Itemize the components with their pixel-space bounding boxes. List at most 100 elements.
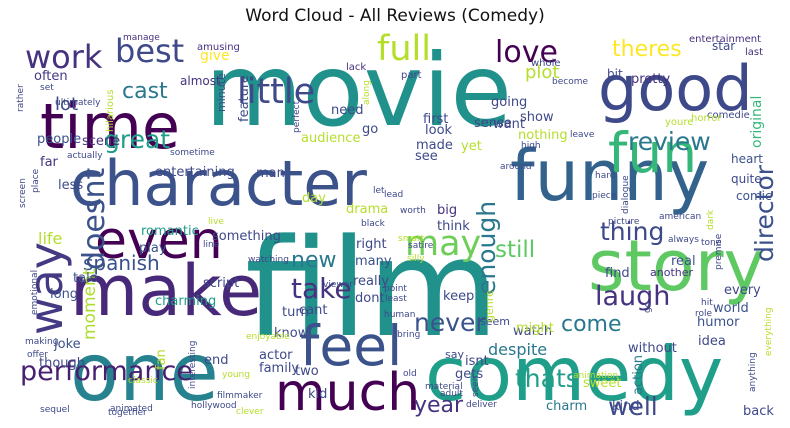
word-year: year (414, 393, 464, 418)
word-smart: smart (398, 234, 425, 244)
word-offer: offer (27, 350, 48, 360)
word-without: without (628, 341, 677, 356)
word-screen: screen (18, 178, 28, 208)
word-piece: piece (592, 191, 617, 201)
word-movie: movie (205, 32, 512, 149)
word-animated: animated (110, 404, 153, 414)
word-entertaining: entertaining (155, 165, 235, 180)
word-lack: lack (346, 62, 366, 73)
word-moment: moment (80, 268, 100, 340)
word-feel: feel (300, 314, 402, 378)
word-filmmaker: filmmaker (217, 391, 263, 401)
word-doesnt: doesnt (77, 168, 112, 270)
word-old: old (403, 369, 417, 379)
word-emotional: emotional (30, 270, 40, 315)
word-might: might (516, 321, 554, 336)
word-part: part (401, 70, 422, 81)
word-line: line (203, 240, 220, 250)
word-original: original (749, 96, 765, 148)
word-whole: whole (531, 58, 561, 69)
word-romantic: romantic (141, 224, 199, 239)
word-new: new (291, 248, 336, 273)
word-funny: funny (510, 135, 709, 217)
word-charming: charming (155, 294, 216, 309)
word-hit: hit (701, 298, 713, 308)
word-first: first (423, 112, 448, 127)
word-sequel: sequel (40, 405, 70, 415)
word-big: big (437, 203, 457, 218)
word-scene: scene (82, 134, 120, 149)
word-often: often (34, 69, 68, 84)
word-tone: tone (701, 238, 722, 248)
word-great: great (104, 125, 170, 154)
word-bring: bring (397, 330, 420, 340)
word-picture: picture (608, 217, 640, 227)
word-thats: thats (515, 364, 579, 393)
word-almost: almost (180, 74, 221, 88)
word-enough: enough (472, 201, 501, 295)
word-end: end (204, 353, 229, 368)
word-material: material (425, 382, 463, 392)
word-dont: dont (355, 291, 385, 306)
word-place: place (31, 168, 41, 193)
word-manage: manage (123, 33, 160, 43)
word-hollywood: hollywood (191, 401, 237, 411)
word-premise: premise (714, 233, 724, 270)
word-really: really (353, 274, 389, 289)
word-know: know (274, 326, 309, 341)
word-director: director (750, 164, 779, 262)
word-dialogue: dialogue (621, 175, 631, 214)
word-together: together (108, 408, 147, 418)
word-sweet: sweet (583, 376, 622, 391)
word-real: real (671, 254, 696, 269)
word-drama: drama (346, 202, 388, 217)
word-want: want (493, 117, 525, 132)
word-quite: quite (731, 172, 762, 186)
word-cant: cant (299, 303, 327, 318)
word-making: making (25, 337, 58, 347)
word-animation: animation (573, 371, 618, 381)
word-much: much (275, 363, 420, 423)
word-around: around (500, 162, 532, 172)
word-horror: horror (691, 113, 722, 124)
word-right: right (356, 237, 387, 252)
word-deliver: deliver (466, 400, 497, 410)
word-show: show (520, 110, 554, 125)
word-say: say (445, 348, 464, 361)
word-actually: actually (67, 151, 103, 161)
word-idea: idea (698, 334, 726, 349)
word-best: best (115, 32, 184, 70)
word-seen: seen (471, 376, 481, 397)
word-theres: theres (612, 37, 682, 62)
word-way: way (19, 242, 73, 335)
word-hard: hard (595, 171, 615, 181)
word-sense: sense (474, 116, 512, 131)
word-keep: keep (443, 289, 474, 304)
word-spanish: spanish (83, 251, 160, 275)
word-young: young (222, 370, 250, 380)
word-film: film (245, 210, 499, 367)
word-interesting: interesting (188, 341, 198, 389)
word-last: last (745, 47, 763, 58)
word-story: story (588, 225, 765, 307)
word-something: something (212, 229, 281, 244)
word-day: day (302, 191, 326, 206)
word-watch: watch (513, 324, 552, 339)
word-high: high (521, 141, 541, 151)
word-review: review (628, 127, 711, 156)
word-rather: rather (16, 84, 26, 112)
word-comedy: comedy (425, 330, 723, 418)
page-title: Word Cloud - All Reviews (Comedy) (245, 6, 545, 26)
word-sometime: sometime (170, 148, 215, 158)
word-cast: cast (122, 79, 168, 104)
word-audience: audience (301, 131, 360, 146)
word-plot: plot (525, 62, 560, 83)
word-silly: silly (407, 254, 425, 264)
word-seem: seem (480, 315, 510, 328)
word-good: good (598, 52, 753, 125)
word-entertainment: entertainment (689, 34, 761, 45)
word-world: world (713, 301, 749, 316)
word-performance: performance (20, 356, 193, 387)
word-classic: classic (128, 376, 158, 386)
word-laugh: laugh (595, 281, 670, 312)
